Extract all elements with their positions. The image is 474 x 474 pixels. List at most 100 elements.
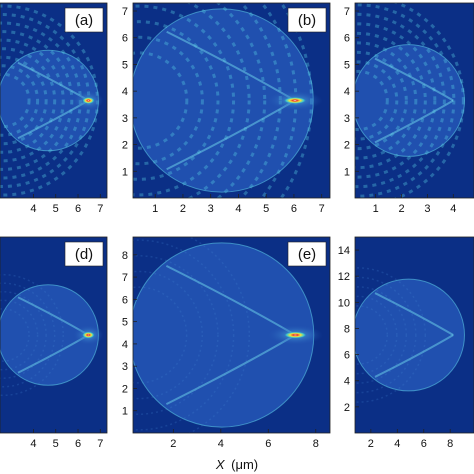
x-axis-label: X (μm) bbox=[215, 457, 258, 472]
fringe-ring bbox=[355, 276, 417, 394]
panel-f: 2 4 6 8 2 4 6 8 10 12 14 bbox=[338, 236, 474, 450]
caustic-arm bbox=[374, 99, 454, 144]
focus-hotspot bbox=[283, 96, 307, 105]
focus-hotspot bbox=[81, 331, 95, 339]
scatterer-disk bbox=[133, 8, 314, 193]
fringe-ring bbox=[355, 286, 408, 384]
panel-c: 1 2 3 4 1 2 3 4 5 6 7 bbox=[344, 2, 474, 215]
panel-frame bbox=[354, 2, 474, 199]
fringe-ring bbox=[355, 69, 389, 132]
fringe-ring bbox=[0, 55, 48, 146]
fringe-ring bbox=[355, 295, 398, 375]
y-tick-label: 2 bbox=[344, 140, 350, 152]
fringe-ring bbox=[133, 270, 204, 400]
caustic-arm bbox=[374, 57, 454, 102]
panel-label: (a) bbox=[75, 12, 93, 29]
x-tick-label: 6 bbox=[421, 438, 427, 450]
fringe-ring bbox=[133, 20, 220, 181]
fringe-ring bbox=[215, 3, 267, 198]
scatterer-disk bbox=[133, 242, 314, 428]
fringe-ring bbox=[133, 35, 204, 166]
scatterer-boundary bbox=[355, 44, 465, 157]
fringe-ring bbox=[133, 51, 189, 150]
caustic-arm bbox=[374, 334, 454, 378]
fringe-ring bbox=[355, 41, 418, 160]
panel-d-field bbox=[0, 237, 107, 433]
y-tick-label: 1 bbox=[344, 166, 350, 178]
y-tick-label: 6 bbox=[122, 33, 128, 45]
panel-a: 4 5 6 7 (a) bbox=[0, 2, 108, 215]
fringe-ring bbox=[188, 237, 251, 433]
y-tick-label: 14 bbox=[338, 245, 350, 257]
scatterer-disk bbox=[355, 44, 465, 157]
x-axis-label-symbol: X bbox=[215, 457, 226, 472]
caustic-arm bbox=[374, 292, 454, 336]
x-tick-label: 6 bbox=[291, 203, 297, 215]
panel-d: 4 5 6 7 (d) bbox=[0, 236, 108, 450]
x-tick-label: 5 bbox=[53, 203, 59, 215]
fringe-ring bbox=[355, 50, 408, 151]
x-tick-label: 8 bbox=[447, 438, 453, 450]
y-tick-label: 5 bbox=[122, 59, 128, 71]
focus-hotspot bbox=[81, 96, 95, 105]
fringe-ring bbox=[133, 239, 235, 431]
y-tick-label: 5 bbox=[122, 317, 128, 329]
fringe-ring bbox=[355, 3, 456, 198]
panel-frame bbox=[132, 236, 331, 434]
x-tick-label: 1 bbox=[152, 203, 158, 215]
fringe-ring bbox=[0, 72, 31, 129]
panel-label-box bbox=[287, 241, 327, 267]
fringe-ring bbox=[393, 3, 465, 198]
x-tick-label: 7 bbox=[97, 438, 103, 450]
y-tick-label: 4 bbox=[344, 86, 350, 98]
y-tick-label: 3 bbox=[122, 361, 128, 373]
panel-label: (b) bbox=[298, 12, 316, 29]
panel-e-field bbox=[133, 237, 330, 433]
fringe-ring bbox=[133, 4, 236, 197]
x-axis-label-unit: (μm) bbox=[231, 457, 258, 472]
fringe-ring bbox=[355, 12, 446, 189]
y-tick-label: 6 bbox=[344, 350, 350, 362]
y-tick-label: 4 bbox=[122, 86, 128, 98]
x-tick-label: 3 bbox=[208, 203, 214, 215]
fringe-ring bbox=[133, 286, 188, 384]
y-tick-label: 7 bbox=[122, 272, 128, 284]
panel-label-box bbox=[287, 7, 327, 33]
x-tick-label: 2 bbox=[170, 438, 176, 450]
panel-frame bbox=[354, 236, 474, 434]
x-tick-label: 6 bbox=[265, 438, 271, 450]
scatterer-disk bbox=[0, 50, 99, 151]
y-tick-label: 4 bbox=[122, 339, 128, 351]
fringe-ring bbox=[0, 273, 64, 397]
y-tick-label: 12 bbox=[338, 271, 350, 283]
y-tick-label: 5 bbox=[344, 59, 350, 71]
panel-b: 1 2 3 4 5 6 7 1 2 3 4 5 6 7 (b) bbox=[122, 2, 331, 215]
y-tick-label: 2 bbox=[122, 383, 128, 395]
panel-label: (d) bbox=[75, 246, 93, 263]
y-tick-label: 3 bbox=[122, 113, 128, 125]
panel-label-box bbox=[64, 241, 104, 267]
panel-f-field bbox=[355, 237, 474, 433]
panel-b-field bbox=[133, 3, 330, 198]
y-tick-label: 4 bbox=[344, 376, 350, 388]
y-tick-label: 2 bbox=[344, 402, 350, 414]
y-tick-label: 7 bbox=[344, 6, 350, 18]
fringe-ring bbox=[355, 305, 389, 365]
focus-hotspot bbox=[283, 331, 308, 339]
y-tick-label: 8 bbox=[122, 250, 128, 262]
x-tick-label: 2 bbox=[368, 438, 374, 450]
panel-c-field bbox=[355, 3, 474, 198]
x-tick-label: 3 bbox=[424, 203, 430, 215]
x-tick-label: 5 bbox=[53, 438, 59, 450]
y-tick-label: 8 bbox=[344, 323, 350, 335]
x-tick-label: 4 bbox=[30, 438, 36, 450]
fringe-ring bbox=[0, 308, 30, 362]
x-tick-label: 7 bbox=[97, 203, 103, 215]
fringe-ring bbox=[355, 22, 437, 179]
fringe-ring bbox=[0, 299, 39, 371]
x-tick-label: 6 bbox=[75, 203, 81, 215]
y-tick-label: 10 bbox=[338, 297, 350, 309]
fringe-ring bbox=[0, 30, 74, 171]
